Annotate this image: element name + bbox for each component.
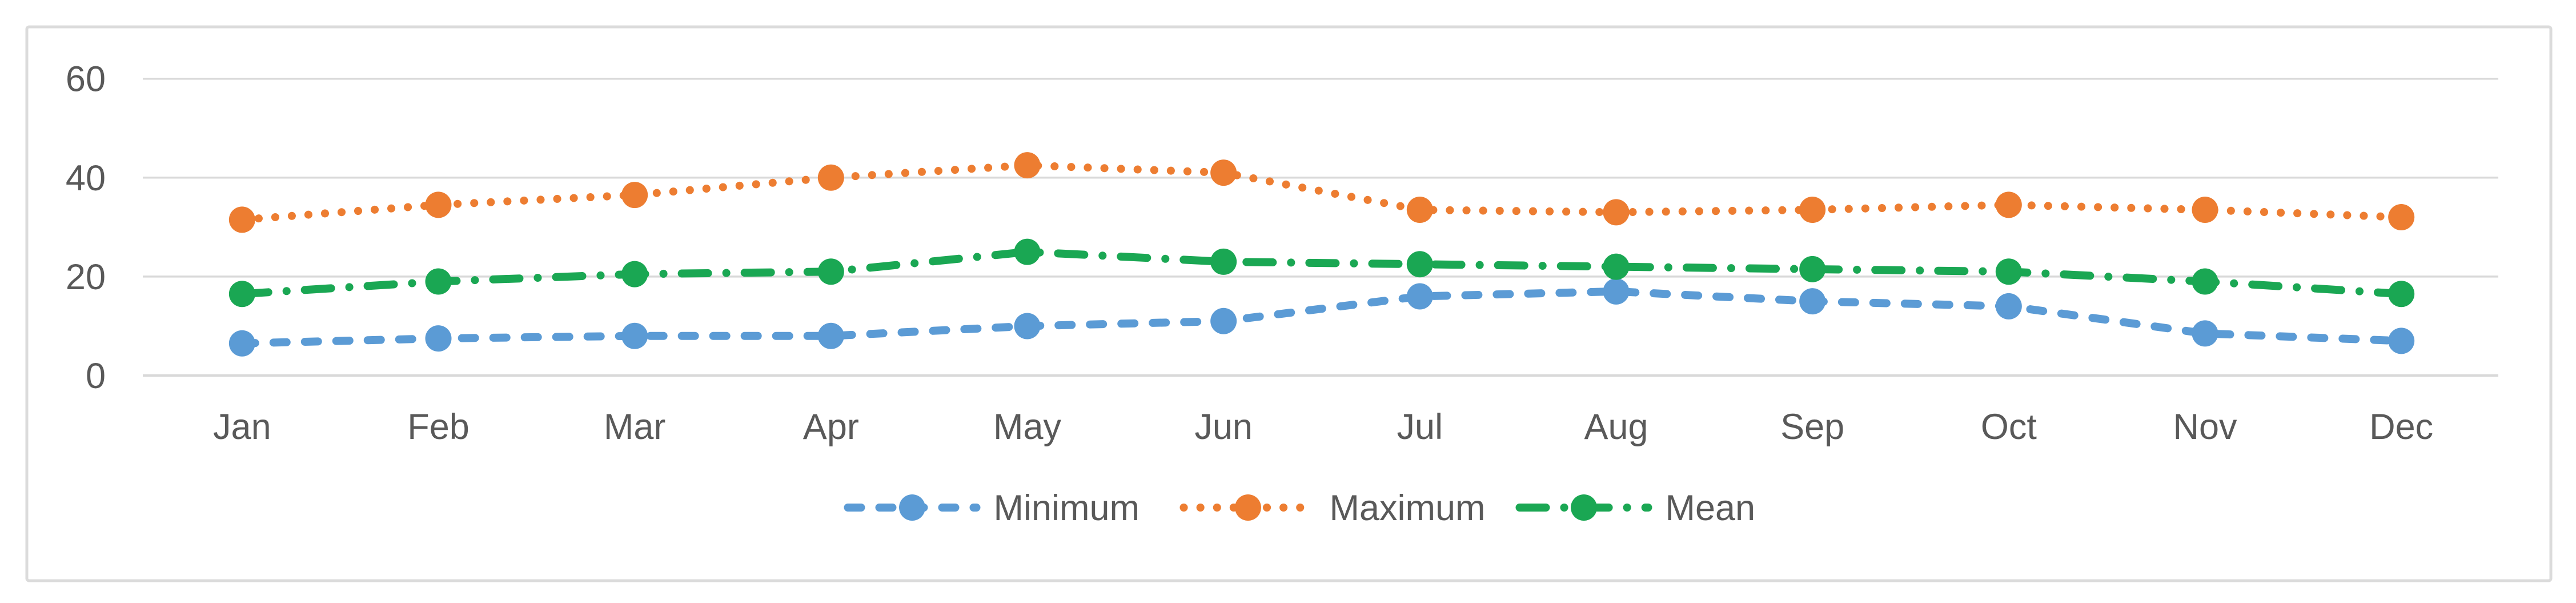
x-tick-label-dec: Dec <box>2369 407 2433 447</box>
data-point-minimum-apr <box>817 322 844 349</box>
data-point-mean-apr <box>817 258 844 285</box>
x-tick-label-aug: Aug <box>1584 407 1648 447</box>
x-tick-label-oct: Oct <box>1981 407 2037 447</box>
series-minimum-line <box>238 287 2406 348</box>
data-point-mean-nov <box>2192 268 2218 295</box>
legend-label-minimum: Minimum <box>994 488 1140 528</box>
legend-marker-mean <box>1571 494 1597 521</box>
data-point-mean-jul <box>1406 251 1433 278</box>
x-tick-label-jul: Jul <box>1397 407 1443 447</box>
legend-item-maximum: Maximum <box>1179 488 1486 528</box>
data-point-minimum-jun <box>1210 308 1237 334</box>
data-point-minimum-aug <box>1603 278 1630 305</box>
data-point-mean-sep <box>1799 255 1826 282</box>
series-maximum-line <box>238 161 2406 224</box>
y-tick-label-60: 60 <box>66 59 106 99</box>
legend-label-mean: Mean <box>1666 488 1756 528</box>
data-point-mean-may <box>1014 238 1041 265</box>
data-point-maximum-dec <box>2388 204 2415 231</box>
x-tick-label-mar: Mar <box>604 407 666 447</box>
data-point-mean-feb <box>425 268 452 295</box>
data-point-maximum-nov <box>2192 197 2218 223</box>
data-point-maximum-aug <box>1603 199 1630 226</box>
data-point-mean-jan <box>228 281 255 308</box>
data-point-mean-aug <box>1603 253 1630 280</box>
data-point-maximum-may <box>1014 152 1041 179</box>
data-point-maximum-jul <box>1406 197 1433 223</box>
x-tick-label-sep: Sep <box>1780 407 1844 447</box>
x-tick-label-feb: Feb <box>407 407 470 447</box>
data-point-minimum-may <box>1014 313 1041 340</box>
y-tick-label-20: 20 <box>66 257 106 297</box>
data-point-minimum-mar <box>621 322 648 349</box>
legend-marker-minimum <box>899 494 925 521</box>
x-tick-label-apr: Apr <box>803 407 859 447</box>
data-point-maximum-apr <box>817 164 844 191</box>
data-point-minimum-jul <box>1406 283 1433 310</box>
data-point-minimum-nov <box>2192 320 2218 347</box>
data-point-maximum-feb <box>425 191 452 218</box>
data-point-maximum-jan <box>228 206 255 233</box>
legend: Minimum Maximum Mean <box>844 488 1756 528</box>
legend-item-mean: Mean <box>1515 488 1756 528</box>
chart-border <box>25 25 2553 582</box>
legend-marker-maximum <box>1235 494 1261 521</box>
series-mean-line <box>238 247 2406 298</box>
data-point-maximum-oct <box>1995 191 2022 218</box>
y-tick-label-40: 40 <box>66 158 106 198</box>
data-point-mean-mar <box>621 261 648 287</box>
x-tick-label-jun: Jun <box>1194 407 1253 447</box>
y-tick-label-0: 0 <box>86 356 106 396</box>
data-point-minimum-oct <box>1995 293 2022 320</box>
data-point-maximum-jun <box>1210 159 1237 186</box>
x-tick-label-nov: Nov <box>2173 407 2237 447</box>
data-point-maximum-mar <box>621 182 648 209</box>
data-point-minimum-feb <box>425 325 452 352</box>
data-point-minimum-sep <box>1799 288 1826 315</box>
data-point-mean-oct <box>1995 258 2022 285</box>
legend-item-minimum: Minimum <box>844 488 1140 528</box>
data-point-minimum-jan <box>228 330 255 357</box>
legend-label-maximum: Maximum <box>1330 488 1486 528</box>
data-point-maximum-sep <box>1799 197 1826 223</box>
data-point-mean-dec <box>2388 281 2415 308</box>
x-tick-label-jan: Jan <box>213 407 271 447</box>
data-point-mean-jun <box>1210 248 1237 275</box>
data-point-minimum-dec <box>2388 328 2415 354</box>
x-tick-label-may: May <box>993 407 1062 447</box>
